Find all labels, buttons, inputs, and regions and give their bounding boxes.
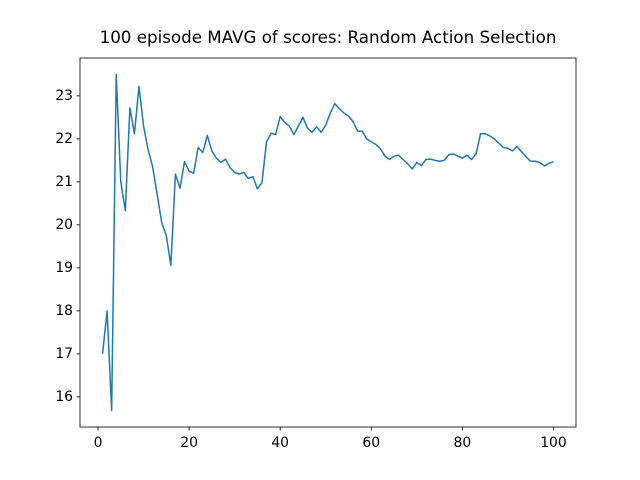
x-tick-label: 0 [94,435,103,451]
y-tick-label: 16 [55,389,73,405]
y-tick-label: 23 [55,88,73,104]
y-tick-label: 18 [55,303,73,319]
x-tick-label: 40 [271,435,289,451]
x-tick-label: 80 [454,435,472,451]
y-tick-label: 19 [55,260,73,276]
x-tick-label: 60 [362,435,380,451]
plot-frame [79,57,577,428]
y-tick-label: 17 [55,346,73,362]
y-tick-label: 22 [55,131,73,147]
x-tick-label: 100 [540,435,567,451]
data-line [101,73,554,412]
y-tick-label: 20 [55,217,73,233]
x-tick-label: 20 [180,435,198,451]
y-tick-label: 21 [55,174,73,190]
chart-title: 100 episode MAVG of scores: Random Actio… [100,27,557,47]
